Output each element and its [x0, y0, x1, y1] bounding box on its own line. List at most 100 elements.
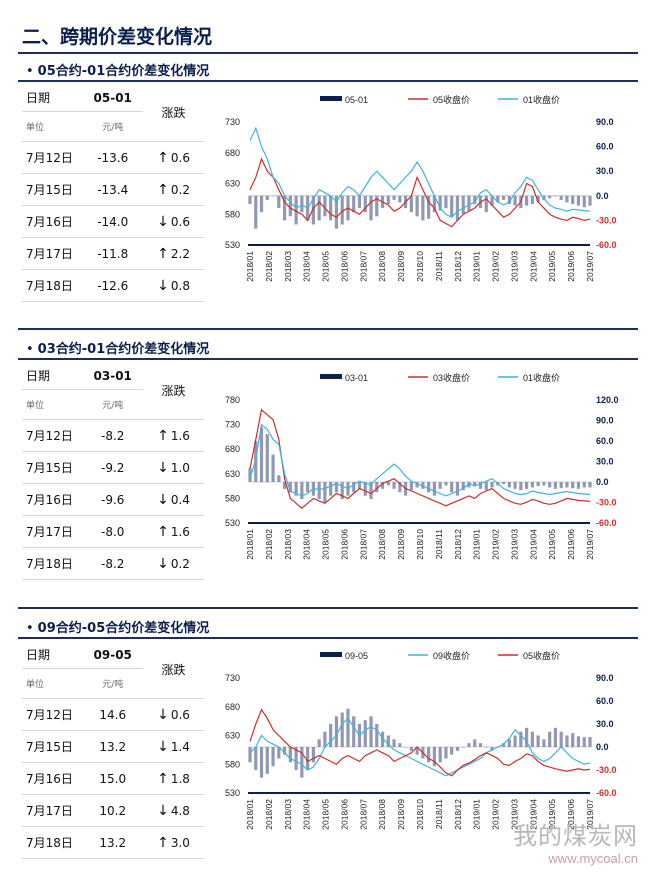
x-tick-label: 2019/04	[528, 251, 538, 282]
spread-bar	[369, 716, 373, 747]
x-tick-label: 2019/05	[547, 799, 557, 830]
right-tick-label: -60.0	[596, 240, 617, 250]
row-change: ↓ 1.0	[143, 452, 204, 484]
arrow-down-icon: ↓	[157, 459, 169, 476]
spread-bar	[467, 743, 471, 747]
right-tick-label: -30.0	[596, 215, 617, 225]
spread-bar	[375, 724, 379, 747]
spread-bar	[421, 195, 425, 221]
spread-bar	[490, 195, 494, 206]
spread-bar	[450, 195, 454, 217]
x-tick-label: 2018/11	[434, 251, 444, 281]
spread-bar	[329, 724, 333, 747]
spread-bar	[542, 482, 546, 486]
table-header-row: 日期 03-01 涨跌	[22, 362, 204, 398]
x-tick-label: 2018/09	[396, 799, 406, 830]
spread-bar	[398, 743, 402, 747]
left-tick-label: 580	[225, 759, 240, 769]
spread-bar	[346, 708, 350, 747]
x-tick-label: 2018/05	[321, 799, 331, 830]
arrow-down-icon: ↓	[157, 277, 169, 294]
row-change: ↑ 2.2	[143, 238, 204, 270]
spread-bar	[484, 482, 488, 491]
arrow-up-icon: ↑	[157, 834, 169, 851]
spread-bar	[334, 195, 339, 229]
spread-bar	[455, 747, 460, 751]
spread-bar	[461, 747, 465, 748]
table-unit-row: 单位 元/吨	[22, 390, 204, 420]
spread-bar	[501, 482, 506, 485]
spread-bar	[363, 720, 367, 747]
spread-bar	[415, 195, 419, 217]
spread-bar	[438, 482, 442, 489]
spread-bar	[438, 195, 442, 211]
row-value: -14.0	[97, 214, 129, 229]
spread-bar	[311, 747, 315, 763]
row-value: 13.2	[99, 739, 127, 754]
spread-bar	[553, 727, 558, 747]
x-tick-label: 2019/06	[566, 251, 576, 282]
arrow-down-icon: ↓	[157, 738, 169, 755]
legend-label: 05收盘价	[523, 650, 560, 661]
arrow-up-icon: ↑	[157, 523, 169, 540]
spread-bar	[444, 747, 448, 759]
x-tick-label: 2018/01	[245, 799, 255, 830]
chart-03-01: 03-01 03收盘价 01收盘价 780 730 680 630 580 530 120.0 90…	[225, 372, 619, 560]
unit-value: 元/吨	[102, 401, 124, 411]
table-row: 7月12日 -13.6 ↑ 0.6	[22, 142, 204, 174]
spread-bar	[248, 195, 252, 204]
spread-bar	[294, 747, 298, 770]
table-unit-row: 单位 元/吨	[22, 112, 204, 142]
row-change-value: 1.6	[170, 524, 190, 539]
x-tick-label: 2018/08	[377, 251, 387, 282]
legend-label: 01收盘价	[523, 372, 560, 383]
row-change: ↑ 0.6	[143, 142, 204, 174]
spread-bar	[450, 747, 454, 755]
x-tick-label: 2019/07	[585, 799, 595, 830]
spread-bar	[265, 747, 269, 774]
spread-bar	[582, 482, 586, 488]
spread-bar	[455, 195, 460, 221]
x-tick-label: 2018/10	[415, 799, 425, 830]
spread-bar	[501, 195, 506, 200]
row-change: ↓ 0.6	[143, 699, 204, 731]
spread-bar	[265, 195, 269, 200]
spread-bar	[507, 739, 511, 747]
x-tick-label: 2018/02	[264, 251, 274, 282]
spread-bar	[323, 195, 327, 217]
section-2-title: • 03合约-01合约价差变化情况	[26, 342, 210, 357]
row-change-value: 1.0	[170, 460, 190, 475]
spread-bar	[294, 482, 298, 496]
x-tick-label: 2018/09	[396, 529, 406, 560]
header-date: 日期	[26, 369, 51, 383]
row-date: 7月17日	[26, 804, 73, 818]
spread-bar	[467, 195, 471, 211]
legend-swatch	[320, 96, 342, 101]
x-tick-label: 2018/03	[283, 799, 293, 830]
spread-bar	[288, 482, 292, 493]
spread-bar	[576, 482, 581, 489]
right-tick-label: -30.0	[596, 765, 617, 775]
spread-bar	[530, 482, 534, 488]
arrow-up-icon: ↑	[157, 427, 169, 444]
row-change-value: 0.4	[170, 492, 190, 507]
row-change-value: 0.2	[170, 556, 190, 571]
spread-bar	[334, 716, 339, 747]
spread-bar	[427, 747, 431, 763]
price-line	[249, 717, 591, 777]
x-tick-label: 2019/05	[547, 529, 557, 560]
spread-bar	[386, 195, 390, 204]
row-date: 7月16日	[26, 493, 73, 507]
section-3-title: • 09合约-05合约价差变化情况	[26, 621, 210, 636]
spread-bar	[490, 747, 494, 751]
x-tick-label: 2018/09	[396, 251, 406, 282]
spread-bar	[369, 482, 373, 500]
x-tick-label: 2018/11	[434, 799, 444, 829]
row-value: -8.2	[101, 428, 125, 443]
x-tick-label: 2018/06	[339, 799, 349, 830]
spread-bar	[525, 727, 529, 747]
spread-bar	[415, 747, 419, 755]
row-date: 7月17日	[26, 247, 73, 261]
row-change: ↓ 1.4	[143, 731, 204, 763]
price-line	[249, 157, 591, 228]
